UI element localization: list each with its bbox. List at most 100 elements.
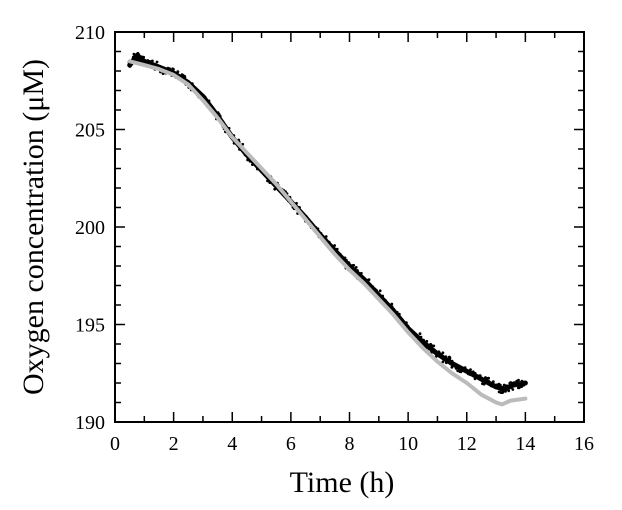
series-point-measured [418, 332, 422, 336]
series-point-measured [511, 384, 515, 388]
series-point-measured [135, 54, 139, 58]
series-point-measured [481, 382, 485, 386]
series-point-measured [454, 367, 458, 370]
series-point-measured [504, 390, 507, 393]
x-ticks: 0 2 4 6 8 10 12 14 16 [110, 32, 594, 455]
series-point-measured [468, 373, 472, 376]
series-point-measured [419, 335, 423, 339]
series-point-measured [491, 383, 495, 387]
series-point-measured [333, 244, 336, 247]
series-point-measured [255, 167, 259, 171]
series-point-measured [176, 70, 180, 74]
x-tick-label: 10 [398, 433, 418, 455]
series-point-measured [516, 382, 520, 386]
series-point-measured [450, 365, 454, 369]
series-point-measured [478, 374, 482, 377]
series-point-measured [441, 360, 445, 364]
series-point-measured [464, 368, 468, 371]
series-point-measured [517, 378, 520, 382]
series-point-measured [338, 252, 342, 256]
series-point-measured [354, 268, 357, 272]
series-point-measured [268, 181, 272, 185]
series-point-measured [487, 376, 490, 380]
series-point-measured [448, 357, 452, 360]
series-point-measured [141, 59, 145, 62]
series-point-measured [180, 73, 184, 77]
series-point-measured [132, 52, 136, 56]
series-point-measured [324, 235, 328, 238]
series-point-measured [246, 158, 250, 162]
series-point-measured [474, 374, 478, 378]
series-point-measured [371, 285, 375, 289]
series-point-measured [381, 294, 385, 298]
series-point-measured [354, 266, 358, 269]
series-point-measured [449, 362, 453, 366]
series-point-measured [432, 344, 436, 348]
series-point-measured [273, 187, 277, 191]
series-point-measured [142, 55, 146, 59]
series-point-measured [512, 381, 516, 384]
y-tick-label: 195 [75, 315, 105, 337]
series-point-measured [395, 310, 399, 314]
series-point-measured [128, 65, 132, 68]
x-tick-label: 14 [515, 433, 535, 455]
series-point-measured [248, 159, 252, 163]
series-line-measured [127, 52, 528, 392]
series-layer [127, 51, 528, 407]
series-point-measured [425, 339, 429, 343]
series-point-measured [397, 313, 400, 317]
series-point-measured [522, 384, 525, 387]
series-point-measured [327, 240, 331, 244]
series-point-measured [484, 376, 487, 379]
series-point-measured [501, 390, 505, 394]
y-tick-label: 210 [75, 22, 105, 44]
series-point-measured [520, 381, 524, 385]
series-point-measured [347, 261, 351, 264]
series-point-measured [444, 355, 448, 359]
series-point-measured [405, 321, 408, 325]
series-point-measured [441, 351, 445, 355]
series-point-measured [469, 368, 472, 372]
x-axis-label: Time (h) [290, 466, 395, 499]
series-point-measured [510, 381, 514, 385]
series-point-measured [266, 179, 269, 183]
series-point-measured [218, 114, 222, 118]
series-point-measured [203, 95, 207, 99]
series-point-measured [148, 60, 152, 63]
series-point-measured [207, 99, 211, 103]
x-tick-label: 6 [286, 433, 296, 455]
y-tick-label: 200 [75, 217, 105, 239]
series-point-measured [133, 57, 136, 61]
series-point-measured [367, 278, 371, 282]
series-point-measured [473, 377, 477, 381]
series-point-measured [422, 339, 426, 343]
series-point-measured [183, 75, 187, 79]
series-point-measured [390, 302, 394, 306]
series-point-measured [459, 366, 463, 370]
x-tick-label: 4 [227, 433, 237, 455]
series-point-measured [345, 258, 348, 262]
series-point-measured [377, 293, 381, 297]
series-point-measured [480, 376, 483, 380]
series-point-measured [316, 227, 320, 231]
series-point-measured [172, 67, 175, 71]
series-point-measured [393, 309, 396, 312]
series-point-measured [507, 389, 511, 393]
series-point-measured [151, 59, 154, 63]
series-point-measured [444, 361, 448, 365]
y-axis-label: Oxygen concentration (μM) [17, 59, 50, 395]
series-point-measured [375, 289, 378, 293]
series-point-measured [505, 384, 509, 388]
series-point-measured [356, 269, 359, 272]
x-tick-label: 2 [169, 433, 179, 455]
y-tick-label: 190 [75, 412, 105, 434]
series-point-measured [491, 380, 495, 384]
y-ticks: 190 195 200 205 210 [75, 22, 584, 434]
y-tick-label: 205 [75, 120, 105, 142]
series-point-measured [495, 386, 499, 389]
plot-frame [114, 31, 585, 423]
series-point-measured [238, 148, 241, 151]
series-point-measured [499, 388, 503, 392]
series-point-measured [450, 359, 454, 363]
